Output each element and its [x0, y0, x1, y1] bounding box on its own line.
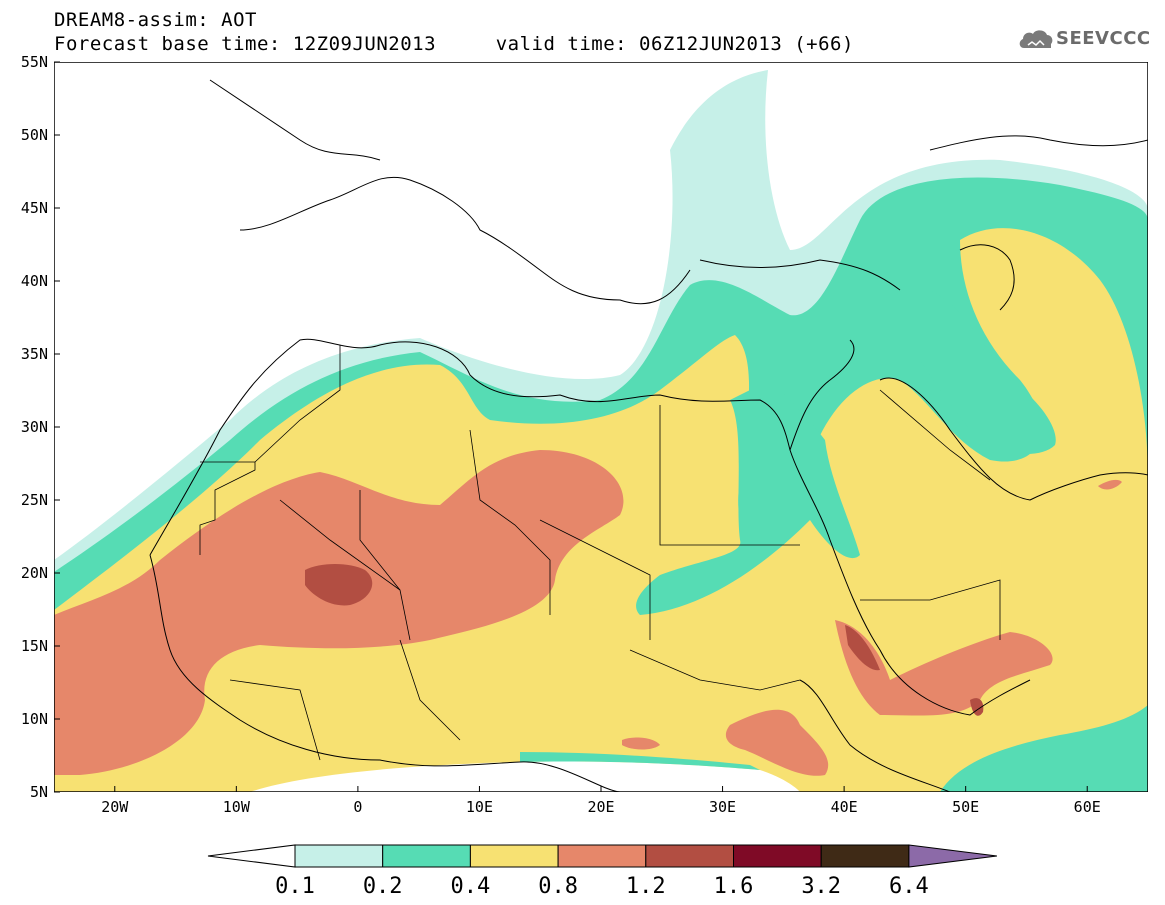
lon-tick-label: 10W — [223, 798, 251, 816]
colorbar-under-triangle — [207, 844, 296, 868]
colorbar-over-triangle — [908, 844, 997, 868]
aot-contour-1.2-red-sea — [845, 625, 880, 671]
colorbar-swatch — [557, 844, 647, 868]
lat-tick-label: 55N — [21, 53, 48, 71]
colorbar-label: 0.1 — [275, 874, 315, 899]
country-borders — [199, 345, 1001, 761]
lat-tick-label: 35N — [21, 345, 48, 363]
lon-tick-label: 20E — [587, 798, 614, 816]
colorbar-swatch — [820, 844, 910, 868]
colorbar-swatch — [469, 844, 559, 868]
colorbar-label: 1.2 — [626, 874, 666, 899]
aot-contour-0.8-small — [622, 737, 660, 750]
colorbar-label: 0.4 — [451, 874, 491, 899]
lat-tick-label: 10N — [21, 710, 48, 728]
colorbar-label: 3.2 — [801, 874, 841, 899]
map-title: DREAM8-assim: AOT — [54, 9, 257, 31]
lon-tick-label: 40E — [831, 798, 858, 816]
map-axes: 20W 10W 0 10E 20E 30E 40E 50E 60E 55N 50N 45N 40N 35N… — [21, 53, 1101, 816]
aot-contour-0.2-gulf-guinea — [520, 752, 760, 770]
lat-tick-label: 25N — [21, 491, 48, 509]
cloud-icon — [1019, 30, 1053, 48]
colorbar-label: 1.6 — [714, 874, 754, 899]
colorbar-label: 0.8 — [538, 874, 578, 899]
lat-tick-label: 30N — [21, 418, 48, 436]
colorbar-swatch — [382, 844, 471, 868]
aot-contour-1.2-mali — [305, 564, 373, 606]
colorbar-label: 0.2 — [363, 874, 403, 899]
lat-tick-label: 5N — [30, 783, 48, 801]
colorbar-swatch — [294, 844, 384, 868]
logo-text: SEEVCCC — [1056, 28, 1151, 49]
aot-contour-0.8-arabia — [835, 620, 1053, 716]
lat-tick-label: 15N — [21, 637, 48, 655]
colorbar-swatch — [645, 844, 734, 868]
colorbar-label: 6.4 — [889, 874, 929, 899]
lat-tick-label: 50N — [21, 126, 48, 144]
lon-tick-label: 20W — [101, 798, 129, 816]
aot-contour-0.8-ethiopia — [725, 709, 829, 776]
aot-contour-0.8-oman — [1098, 479, 1122, 490]
lon-tick-label: 60E — [1074, 798, 1101, 816]
map-subtitle: Forecast base time: 12Z09JUN2013 valid t… — [54, 33, 854, 55]
aot-field — [54, 62, 1148, 792]
coastlines — [149, 79, 1148, 792]
lat-tick-label: 40N — [21, 272, 48, 290]
aot-contour-0.8-sahara — [54, 450, 624, 775]
lon-tick-label: 30E — [709, 798, 736, 816]
ocean-gulf-of-guinea — [250, 761, 800, 792]
lat-tick-label: 45N — [21, 199, 48, 217]
aot-contour-0.2-nile — [636, 380, 860, 615]
lon-tick-label: 50E — [952, 798, 979, 816]
aot-contour-0.2-somalia — [940, 705, 1148, 792]
aot-contour-0.2-gulf — [920, 290, 1056, 455]
lon-tick-label: 0 — [353, 798, 362, 816]
lon-tick-label: 10E — [466, 798, 493, 816]
aot-contour-1.2-yemen — [970, 698, 984, 716]
lat-tick-label: 20N — [21, 564, 48, 582]
colorbar-swatch — [733, 844, 822, 868]
